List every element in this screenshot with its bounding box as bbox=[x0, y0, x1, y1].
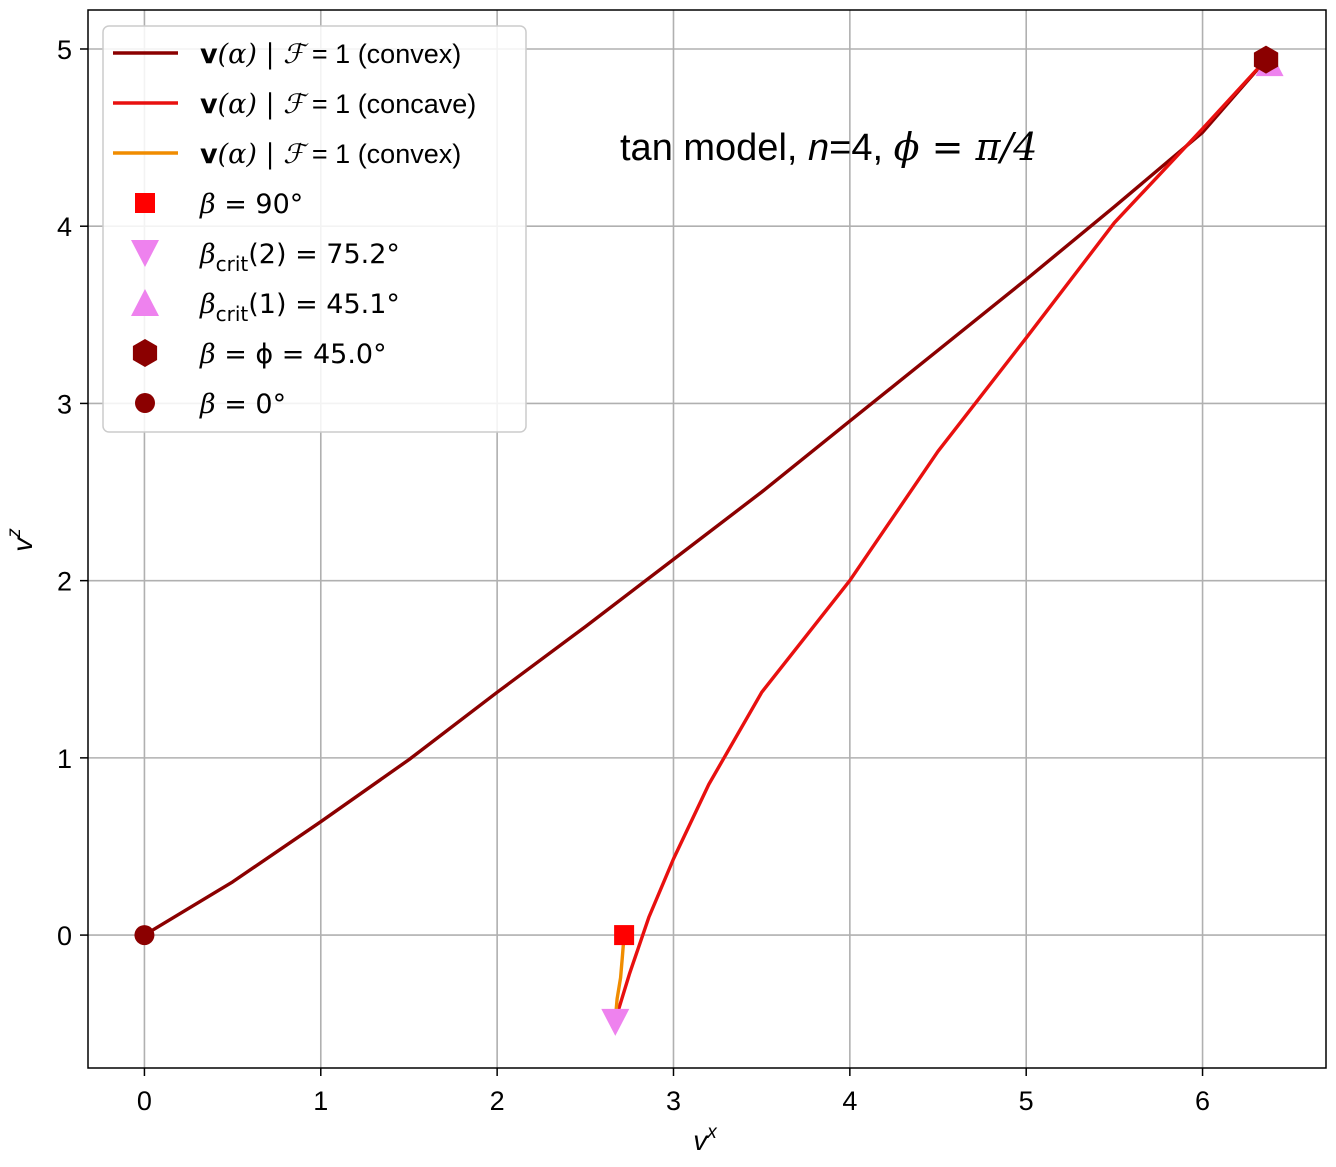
y-tick-label: 0 bbox=[57, 921, 72, 951]
marker-hexagon bbox=[1253, 45, 1279, 74]
legend-entry-label: βcrit(1) = 45.1° bbox=[199, 289, 400, 326]
y-tick-label: 4 bbox=[57, 212, 72, 242]
y-tick-label: 1 bbox=[57, 744, 72, 774]
plot-lines bbox=[142, 57, 1268, 1022]
y-tick-label: 5 bbox=[57, 35, 72, 65]
x-axis-label: vx bbox=[693, 1122, 718, 1156]
plot-frame bbox=[87, 9, 1327, 1069]
y-axis-label: vz bbox=[4, 528, 38, 552]
legend-entry-label: v(α) | ℱ = 1 (convex) bbox=[200, 139, 461, 170]
x-tick-label: 5 bbox=[1019, 1086, 1034, 1116]
plot-markers bbox=[134, 45, 1284, 1036]
legend-marker-swatch bbox=[131, 240, 159, 267]
series-line-0 bbox=[142, 57, 1268, 937]
legend-entry-label: β = 90° bbox=[199, 189, 303, 220]
legend-entry-label: β = 0° bbox=[199, 389, 286, 420]
model-annotation: tan model, n=4, ϕ = π/4 bbox=[620, 125, 1037, 169]
x-tick-label: 6 bbox=[1195, 1086, 1210, 1116]
x-tick-label: 1 bbox=[313, 1086, 328, 1116]
series-line-2 bbox=[613, 933, 626, 1022]
x-tick-label: 2 bbox=[490, 1086, 505, 1116]
y-tick-label: 3 bbox=[57, 389, 72, 419]
legend-box bbox=[102, 25, 527, 433]
x-tick-label: 0 bbox=[137, 1086, 152, 1116]
legend-marker-swatch bbox=[135, 193, 155, 213]
legend-marker-swatch bbox=[131, 289, 159, 316]
y-tick-label: 2 bbox=[57, 567, 72, 597]
x-tick-label: 4 bbox=[842, 1086, 857, 1116]
legend-entry-label: v(α) | ℱ = 1 (convex) bbox=[200, 39, 461, 70]
marker-square bbox=[614, 925, 635, 946]
marker-circle bbox=[134, 925, 155, 946]
legend-marker-swatch bbox=[135, 393, 155, 413]
marker-triangle-down bbox=[601, 1008, 630, 1036]
legend-entry-label: v(α) | ℱ = 1 (concave) bbox=[200, 89, 476, 120]
legend: v(α) | ℱ = 1 (convex) v(α) | ℱ = 1 (conca… bbox=[102, 25, 527, 433]
y-axis-ticks: 0 1 2 3 4 5 bbox=[57, 35, 88, 951]
legend-marker-swatch bbox=[132, 339, 158, 367]
x-tick-label: 3 bbox=[666, 1086, 681, 1116]
legend-entry-label: βcrit(2) = 75.2° bbox=[199, 239, 400, 276]
legend-entry-label: β = ϕ = 45.0° bbox=[199, 339, 387, 370]
series-line-1 bbox=[613, 57, 1268, 1022]
x-axis-ticks: 0 1 2 3 4 5 6 bbox=[137, 1068, 1210, 1116]
